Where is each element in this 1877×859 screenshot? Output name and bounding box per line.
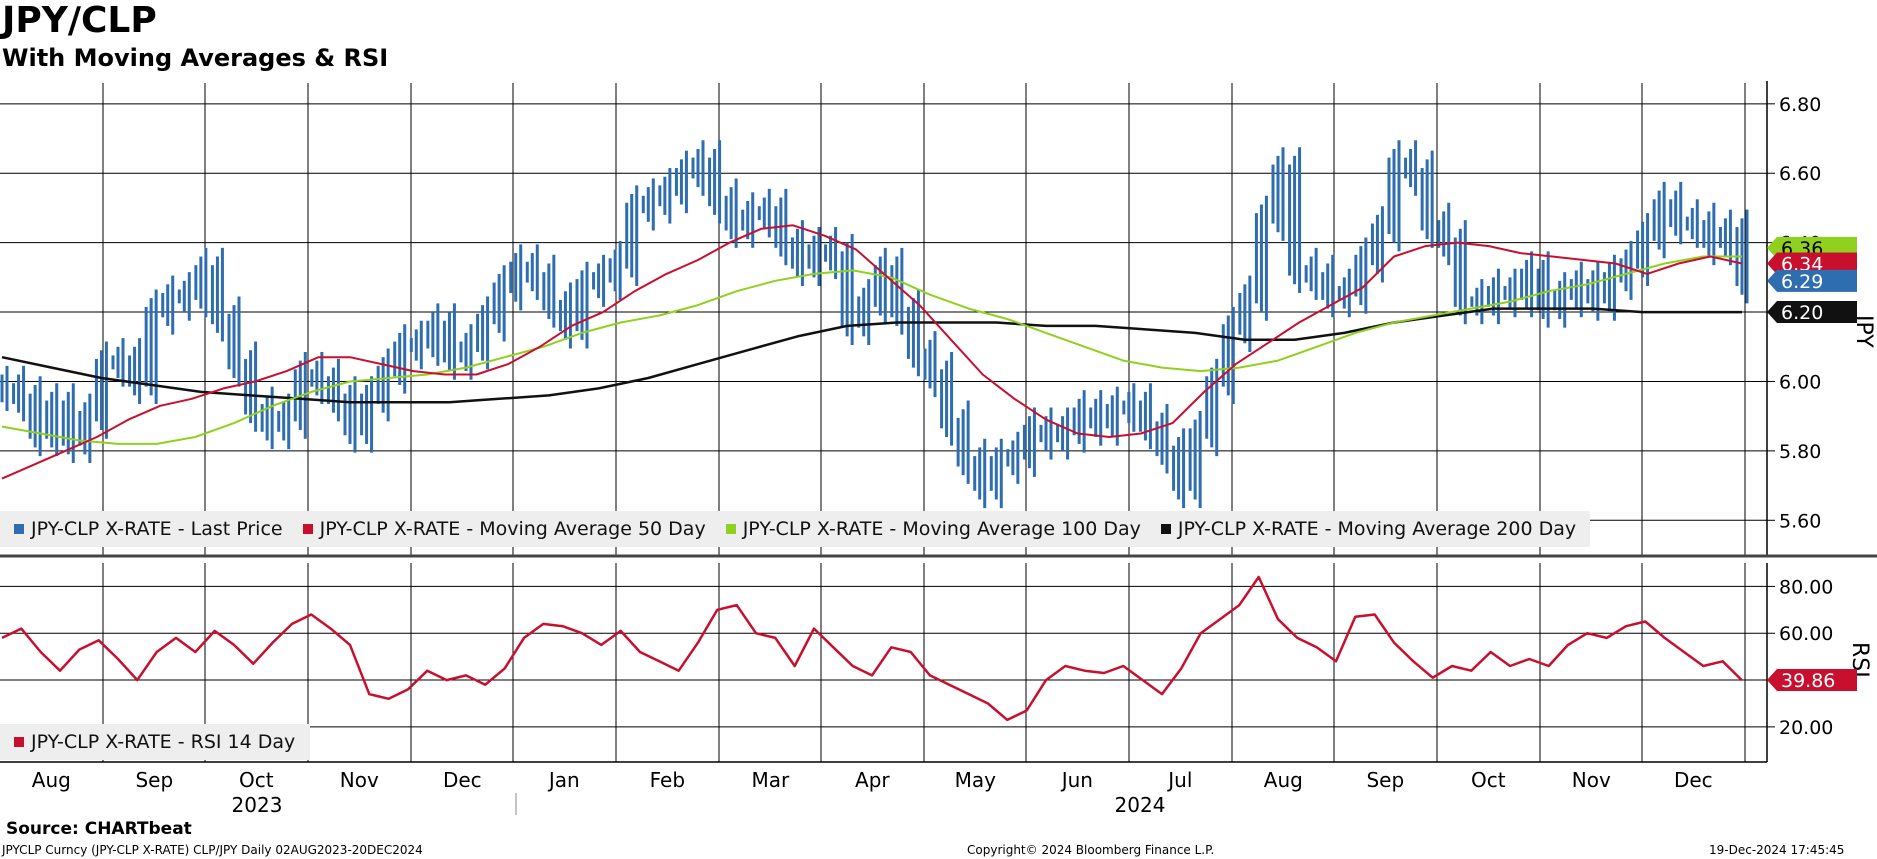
price-last-tag-text: 6.29 <box>1781 271 1823 293</box>
ma200-last-tag-shape <box>1767 301 1857 324</box>
chart-subtitle: With Moving Averages & RSI <box>2 44 389 72</box>
price-tick-label: 6.80 <box>1779 94 1821 116</box>
footer-copyright: Copyright© 2024 Bloomberg Finance L.P. <box>967 843 1215 857</box>
x-month-label: Oct <box>1471 768 1506 792</box>
x-month-label: Sep <box>135 768 173 792</box>
x-month-label: Apr <box>855 768 890 792</box>
x-month-label: Sep <box>1366 768 1404 792</box>
ma200-last-tag-text: 6.20 <box>1781 302 1823 324</box>
price-legend-item: JPY-CLP X-RATE - Moving Average 100 Day <box>725 518 1141 540</box>
rsi-legend-label: JPY-CLP X-RATE - RSI 14 Day <box>31 731 296 753</box>
price-last-tag-shape <box>1767 269 1857 292</box>
price-legend-item: JPY-CLP X-RATE - Moving Average 200 Day <box>1160 518 1577 540</box>
price-legend-swatch <box>1160 524 1171 534</box>
rsi-tick-label: 60.00 <box>1779 623 1833 645</box>
rsi-legend: JPY-CLP X-RATE - RSI 14 Day <box>0 724 310 760</box>
price-tick-label: 6.60 <box>1779 163 1821 185</box>
rsi-line <box>1 575 1743 722</box>
price-legend-item: JPY-CLP X-RATE - Moving Average 50 Day <box>302 518 706 540</box>
price-legend-label: JPY-CLP X-RATE - Moving Average 50 Day <box>319 518 706 540</box>
price-legend-item: JPY-CLP X-RATE - Last Price <box>14 518 283 540</box>
price-legend-label: JPY-CLP X-RATE - Moving Average 200 Day <box>1177 518 1577 540</box>
ma200-last-tag: 6.20 <box>1767 301 1857 324</box>
rsi-tick-label: 20.00 <box>1779 717 1833 739</box>
x-month-label: Jan <box>547 768 580 792</box>
ma50-last-tag-shape <box>1767 252 1857 275</box>
footer-timestamp: 19-Dec-2024 17:45:45 <box>1709 843 1845 857</box>
x-year-label: 2023 <box>232 793 283 817</box>
rsi-legend-item: JPY-CLP X-RATE - RSI 14 Day <box>14 731 295 753</box>
x-month-label: Mar <box>751 768 790 792</box>
price-last-tag: 6.29 <box>1767 269 1857 293</box>
source-note: Source: CHARTbeat <box>6 819 192 839</box>
price-legend-label: JPY-CLP X-RATE - Moving Average 100 Day <box>742 518 1141 540</box>
x-month-label: Nov <box>1572 768 1611 792</box>
x-month-label: May <box>955 768 997 792</box>
x-year-label: 2024 <box>1115 793 1166 817</box>
price-panel: 6.806.606.406.206.005.805.60JPY6.366.346… <box>0 81 1877 558</box>
ma50-line <box>1 224 1743 480</box>
price-legend: JPY-CLP X-RATE - Last Price JPY-CLP X-RAT… <box>0 511 1590 547</box>
rsi-legend-swatch <box>14 737 24 747</box>
x-month-label: Dec <box>443 768 482 792</box>
x-month-label: Feb <box>650 768 685 792</box>
x-month-label: Jun <box>1060 768 1093 792</box>
x-month-label: Jul <box>1166 768 1192 792</box>
price-legend-swatch <box>14 524 24 534</box>
price-legend-swatch <box>302 524 313 534</box>
price-tick-label: 5.80 <box>1779 441 1821 463</box>
price-legend-swatch <box>725 524 736 534</box>
price-legend-label: JPY-CLP X-RATE - Last Price <box>31 518 283 540</box>
ma100-line <box>1 255 1742 445</box>
x-month-label: Aug <box>1264 768 1303 792</box>
footer-ticker-info: JPYCLP Curncy (JPY-CLP X-RATE) CLP/JPY D… <box>2 843 423 857</box>
rsi-tick-label: 80.00 <box>1779 576 1833 598</box>
rsi-last-tag-shape <box>1767 669 1857 692</box>
rsi-last-tag-text: 39.86 <box>1781 670 1835 692</box>
x-month-label: Aug <box>32 768 71 792</box>
rsi-last-tag: 39.86 <box>1767 669 1857 692</box>
price-tick-label: 6.00 <box>1779 371 1821 393</box>
chart-title: JPY/CLP <box>2 0 157 41</box>
x-month-label: Dec <box>1674 768 1713 792</box>
x-axis: Aug Sep Oct Nov Dec Jan Feb Mar Apr May Jun Jul Aug S… <box>0 761 1767 817</box>
price-tick-label: 5.60 <box>1779 510 1821 532</box>
x-month-label: Oct <box>239 768 274 792</box>
x-month-label: Nov <box>340 768 379 792</box>
